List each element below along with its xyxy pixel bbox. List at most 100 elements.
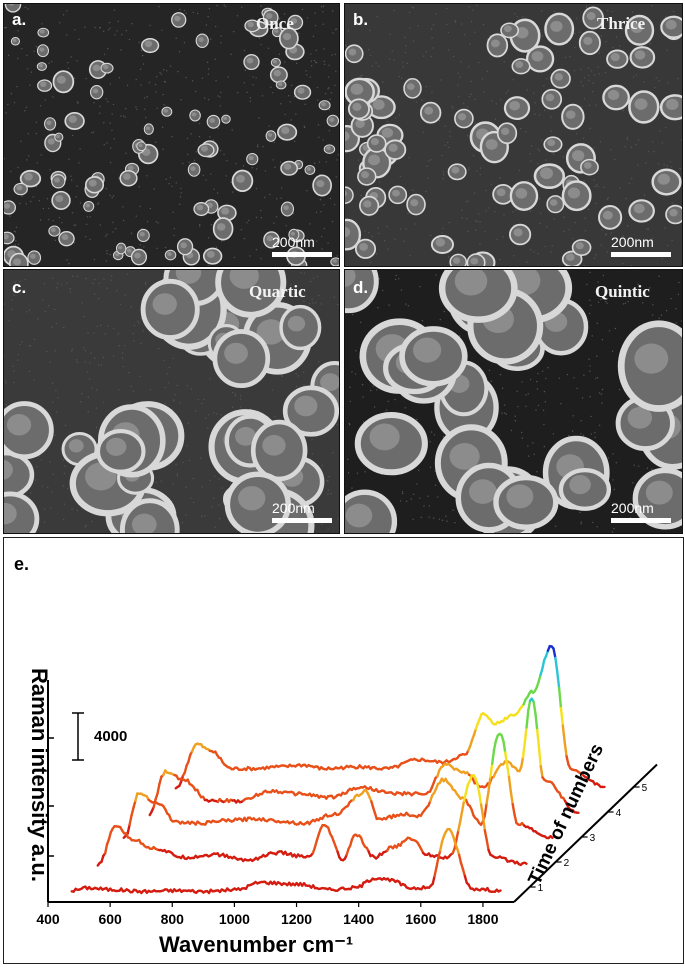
x-tick: 1400 (343, 902, 374, 927)
z-tick-label: 4 (616, 808, 622, 819)
x-tick: 400 (36, 902, 60, 927)
spectrum-segment (567, 756, 569, 764)
panel-label: c. (12, 278, 26, 298)
condition-label: Once (256, 14, 294, 34)
scale-bar-label: 200nm (272, 500, 315, 516)
x-axis-label: Wavenumber cm⁻¹ (159, 932, 353, 957)
spectrum-segment (557, 672, 559, 688)
scale-bar (611, 252, 671, 257)
spectrum-segment (511, 792, 513, 804)
x-tick: 1600 (405, 902, 436, 927)
x-tick-label: 800 (161, 911, 185, 927)
spectrum-segment (460, 811, 462, 821)
x-tick-label: 1600 (405, 911, 436, 927)
spectrum-segment (481, 805, 483, 816)
z-tick-label: 3 (590, 833, 596, 844)
scale-bar-value: 4000 (94, 728, 127, 745)
spectrum-segment (466, 784, 468, 792)
spectrum-segment (525, 863, 527, 864)
spectrum-segment (503, 741, 505, 753)
sem-particles-thrice (345, 4, 682, 266)
spectrum-segment (490, 764, 492, 778)
spectrum-segment (128, 825, 130, 834)
spectrum-segment (515, 815, 517, 823)
x-tick: 1200 (281, 902, 312, 927)
spectrum-segment (458, 821, 460, 830)
x-tick-label: 1000 (219, 911, 250, 927)
spectrum-segment (494, 741, 496, 750)
z-tick-label: 2 (564, 858, 570, 869)
sem-particles-once (4, 4, 339, 266)
intensity-scale-bar: 4000 (72, 713, 127, 760)
spectrum-segment (158, 784, 160, 794)
spectrum-segment (459, 855, 461, 863)
x-tick: 600 (98, 902, 122, 927)
spectrum-segment (559, 688, 561, 708)
spectrum-segment (499, 891, 501, 892)
panel-label: d. (353, 278, 368, 298)
sem-image-quintic: d. Quintic 200nm (344, 269, 683, 534)
spectrum-segment (436, 858, 438, 867)
spectrum-segment (433, 876, 435, 884)
sem-particles-quartic (4, 270, 339, 533)
spectrum-segment (479, 793, 481, 804)
spectrum-segment (435, 867, 437, 876)
spectrum-segment (523, 743, 525, 757)
spectrum-segment (488, 777, 490, 791)
x-axis-ticks: 400 600 800 1000 1200 1400 1600 1800 (36, 902, 498, 927)
x-tick-label: 1400 (343, 911, 374, 927)
spectrum-segment (105, 844, 107, 853)
spectrum-segment (541, 766, 543, 777)
spectrum-segment (130, 816, 132, 825)
spectrum-segment (487, 840, 489, 850)
spectrum-series-1 (72, 829, 501, 893)
panel-label: e. (14, 554, 29, 574)
x-tick-label: 1800 (467, 911, 498, 927)
scale-bar (272, 252, 332, 257)
panel-label: b. (353, 10, 368, 30)
spectrum-segment (554, 649, 556, 658)
sem-image-quartic: c. Quartic 200nm (3, 269, 340, 534)
spectrum-segment (528, 701, 530, 711)
spectrum-segment (563, 726, 565, 743)
x-tick-label: 600 (98, 911, 122, 927)
spectrum-segment (561, 708, 563, 725)
spectrum-segment (487, 792, 489, 804)
spectrum-segment (534, 702, 536, 713)
spectrum-segment (527, 710, 529, 727)
x-tick-label: 400 (36, 911, 60, 927)
spectra-series (72, 646, 605, 893)
sem-image-thrice: b. Thrice 200nm (344, 3, 683, 267)
spectrum-segment (513, 804, 515, 815)
scale-bar-label: 200nm (611, 234, 654, 250)
spectrum-segment (456, 830, 458, 839)
panel-label: a. (12, 10, 26, 30)
scale-bar (611, 518, 671, 523)
z-tick-label: 5 (642, 783, 648, 794)
spectrum-segment (542, 660, 544, 669)
scale-bar (272, 518, 332, 523)
sem-image-once: a. Once 200nm (3, 3, 340, 267)
spectrum-segment (462, 801, 464, 811)
spectrum-segment (535, 713, 537, 730)
spectrum-segment (521, 757, 523, 767)
condition-label: Quartic (249, 282, 306, 302)
spectrum-segment (509, 777, 511, 792)
spectrum-segment (440, 842, 442, 851)
condition-label: Quintic (595, 282, 650, 302)
spectrum-segment (485, 803, 487, 816)
spectrum-segment (525, 728, 527, 744)
spectrum-segment (539, 748, 541, 767)
spectrum-segment (492, 750, 494, 764)
spectrum-segment (555, 658, 557, 672)
spectrum-segment (485, 830, 487, 840)
scale-bar-label: 200nm (272, 234, 315, 250)
x-tick-label: 1200 (281, 911, 312, 927)
condition-label: Thrice (597, 14, 645, 34)
x-tick: 1800 (467, 902, 498, 927)
x-tick: 1000 (219, 902, 250, 927)
spectrum-segment (537, 730, 539, 748)
spectrum-segment (507, 765, 509, 777)
